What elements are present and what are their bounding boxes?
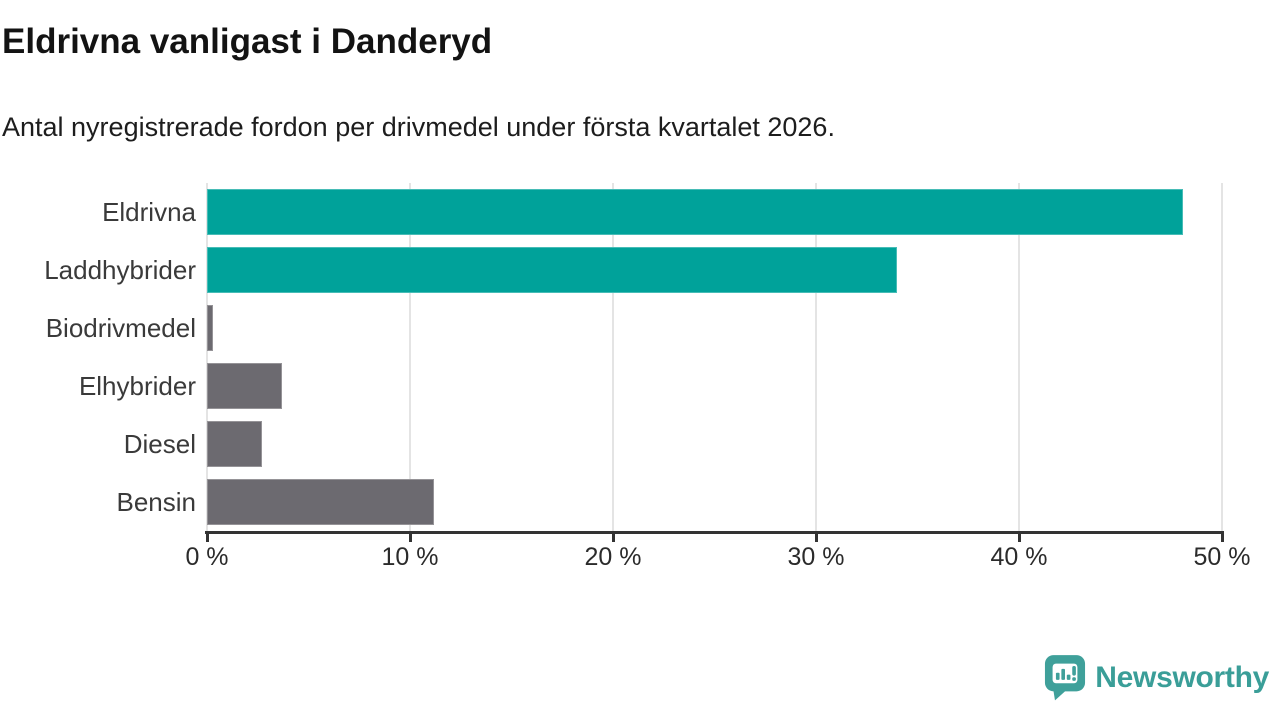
bar bbox=[207, 189, 1184, 235]
footer-branding: Newsworthy bbox=[1044, 654, 1269, 701]
bar bbox=[207, 247, 898, 293]
x-axis-tick bbox=[206, 533, 209, 542]
page-title: Eldrivna vanligast i Danderyd bbox=[2, 22, 493, 61]
x-axis-tick-label: 10 % bbox=[381, 543, 439, 571]
bar-row: Biodrivmedel bbox=[0, 299, 1222, 357]
category-label: Elhybrider bbox=[78, 371, 196, 401]
bar-row: Diesel bbox=[0, 415, 1222, 473]
bar-row: Bensin bbox=[0, 473, 1222, 531]
bar-track bbox=[207, 241, 1222, 299]
bar-rows: Eldrivna Laddhybrider Biodrivmedel Elhybrid… bbox=[0, 183, 1222, 531]
x-axis-tick bbox=[409, 533, 412, 542]
bar-row: Elhybrider bbox=[0, 357, 1222, 415]
category-label: Diesel bbox=[123, 429, 196, 459]
category-label: Laddhybrider bbox=[44, 255, 196, 285]
gridline bbox=[612, 183, 614, 531]
category-label: Biodrivmedel bbox=[45, 313, 196, 343]
category-label: Eldrivna bbox=[102, 197, 196, 227]
x-axis-tick-label: 50 % bbox=[1193, 543, 1251, 571]
bar bbox=[207, 305, 214, 351]
x-axis-tick-label: 30 % bbox=[787, 543, 845, 571]
x-axis-tick bbox=[1221, 533, 1224, 542]
x-axis-tick bbox=[815, 533, 818, 542]
newsworthy-logo-icon bbox=[1045, 655, 1086, 701]
x-axis-tick-label: 0 % bbox=[185, 543, 229, 571]
bar-track bbox=[207, 473, 1222, 531]
bar-track bbox=[207, 183, 1222, 241]
bar bbox=[207, 479, 435, 525]
gridline bbox=[1018, 183, 1020, 531]
chart-subtitle: Antal nyregistrerade fordon per drivmede… bbox=[2, 112, 835, 142]
bar-track bbox=[207, 299, 1222, 357]
x-axis-tick-label: 40 % bbox=[990, 543, 1048, 571]
x-axis-line bbox=[205, 531, 1224, 534]
bar bbox=[207, 421, 262, 467]
gridline bbox=[409, 183, 411, 531]
brand-name: Newsworthy bbox=[1095, 660, 1269, 694]
bar-row: Laddhybrider bbox=[0, 241, 1222, 299]
bar-track bbox=[207, 415, 1222, 473]
gridline bbox=[206, 183, 208, 531]
bar-row: Eldrivna bbox=[0, 183, 1222, 241]
gridline bbox=[815, 183, 817, 531]
category-label: Bensin bbox=[116, 487, 197, 517]
gridlines bbox=[206, 183, 1223, 531]
bar-chart: Eldrivna Laddhybrider Biodrivmedel Elhybrid… bbox=[0, 183, 1223, 531]
x-axis-tick-label: 20 % bbox=[584, 543, 642, 571]
x-axis-tick bbox=[1018, 533, 1021, 542]
gridline bbox=[1221, 183, 1223, 531]
bar bbox=[207, 363, 283, 409]
x-axis-tick bbox=[612, 533, 615, 542]
bar-track bbox=[207, 357, 1222, 415]
